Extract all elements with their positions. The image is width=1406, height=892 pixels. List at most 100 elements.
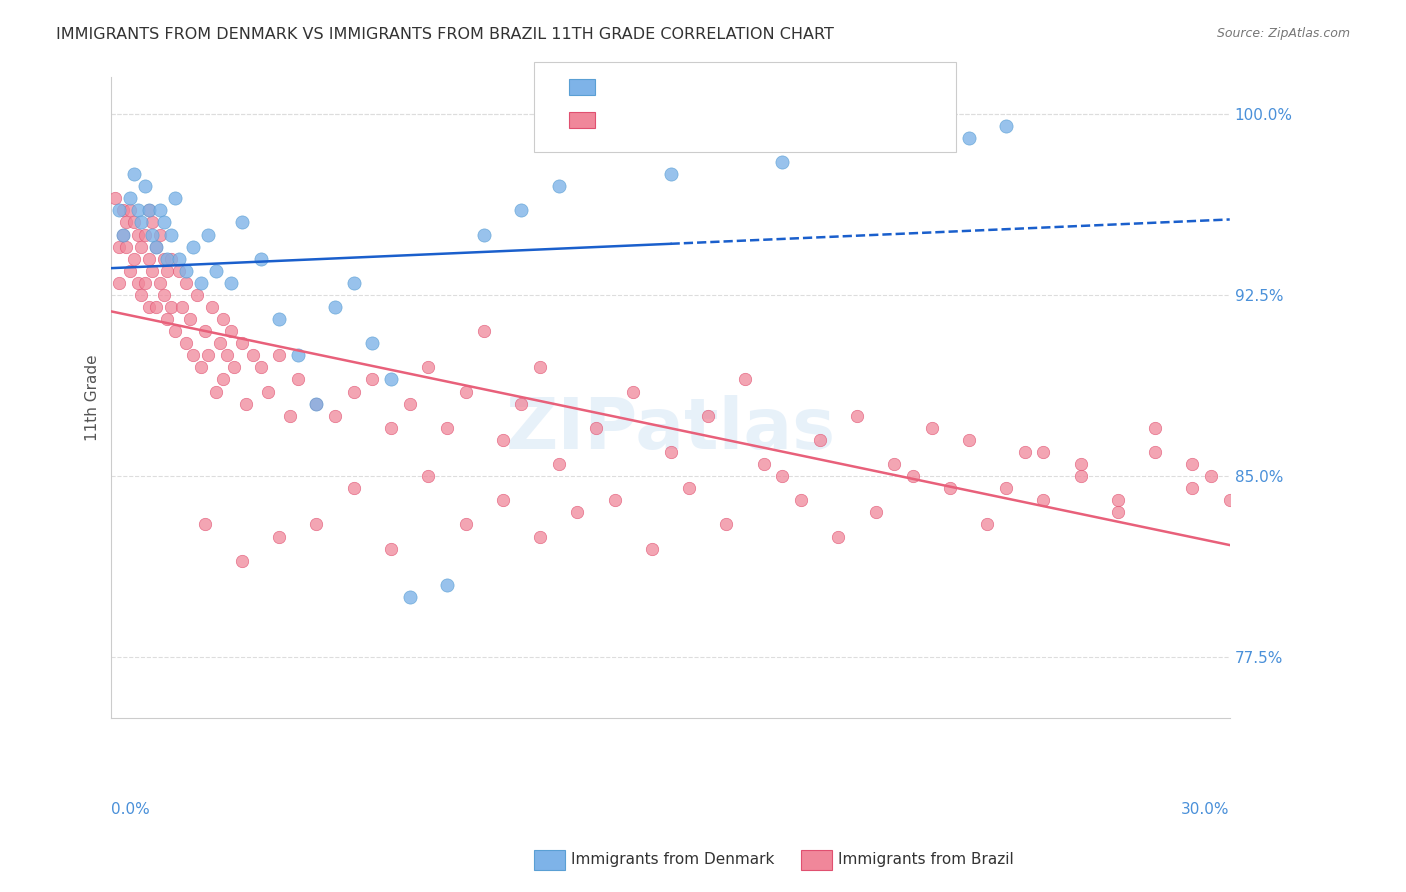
Point: [145, 239, 167, 253]
Point: [197, 227, 219, 242]
Point: [167, 252, 190, 266]
Text: Source: ZipAtlas.com: Source: ZipAtlas.com: [1216, 27, 1350, 40]
Point: [398, 590, 420, 604]
Point: [201, 300, 224, 314]
Point: [492, 493, 515, 508]
Point: [287, 372, 309, 386]
Point: [108, 276, 131, 290]
Point: [323, 300, 346, 314]
Point: [343, 481, 366, 495]
Point: [1070, 457, 1092, 471]
Point: [190, 360, 212, 375]
Point: [659, 445, 682, 459]
Point: [257, 384, 280, 399]
Point: [280, 409, 302, 423]
Point: [122, 167, 145, 181]
Point: [108, 239, 131, 253]
Point: [547, 179, 569, 194]
Point: [790, 493, 813, 508]
Point: [231, 554, 253, 568]
Point: [138, 300, 160, 314]
Point: [219, 324, 242, 338]
Point: [827, 530, 849, 544]
Point: [111, 227, 134, 242]
Point: [174, 276, 197, 290]
Point: [194, 517, 217, 532]
Point: [179, 312, 201, 326]
Point: [547, 457, 569, 471]
Point: [472, 227, 495, 242]
Point: [141, 264, 163, 278]
Point: [224, 360, 246, 375]
Y-axis label: 11th Grade: 11th Grade: [86, 354, 100, 441]
Point: [118, 191, 141, 205]
Point: [127, 227, 149, 242]
Point: [127, 203, 149, 218]
Text: R = -0.077   N = 120: R = -0.077 N = 120: [609, 112, 782, 129]
Point: [305, 397, 328, 411]
Point: [1219, 493, 1241, 508]
Point: [976, 517, 998, 532]
Point: [621, 384, 644, 399]
Point: [380, 421, 402, 435]
Point: [163, 324, 186, 338]
Point: [734, 372, 756, 386]
Point: [380, 541, 402, 556]
Point: [138, 252, 160, 266]
Point: [160, 252, 183, 266]
Point: [204, 384, 226, 399]
Point: [585, 421, 607, 435]
Point: [145, 300, 167, 314]
Point: [323, 409, 346, 423]
Point: [231, 215, 253, 229]
Point: [343, 276, 366, 290]
Point: [1032, 445, 1054, 459]
Point: [134, 179, 156, 194]
Point: [152, 215, 174, 229]
Point: [111, 203, 134, 218]
Point: [641, 541, 664, 556]
Point: [1070, 469, 1092, 483]
Point: [845, 409, 868, 423]
Point: [1144, 445, 1167, 459]
Point: [242, 348, 264, 362]
Point: [454, 384, 477, 399]
Point: [472, 324, 495, 338]
Point: [160, 227, 183, 242]
Point: [141, 215, 163, 229]
Point: [212, 372, 235, 386]
Point: [104, 191, 127, 205]
Point: [134, 227, 156, 242]
Point: [1107, 493, 1129, 508]
Point: [1181, 457, 1204, 471]
Point: [510, 397, 533, 411]
Point: [149, 203, 172, 218]
Point: [156, 312, 179, 326]
Point: [269, 530, 291, 544]
Point: [343, 384, 366, 399]
Point: [716, 517, 738, 532]
Point: [436, 578, 458, 592]
Point: [118, 264, 141, 278]
Point: [249, 360, 271, 375]
Point: [172, 300, 194, 314]
Text: R =   0.129   N =  40: R = 0.129 N = 40: [609, 78, 782, 96]
Point: [249, 252, 271, 266]
Point: [138, 203, 160, 218]
Point: [454, 517, 477, 532]
Text: Immigrants from Brazil: Immigrants from Brazil: [838, 853, 1014, 867]
Point: [134, 276, 156, 290]
Point: [152, 288, 174, 302]
Point: [603, 493, 626, 508]
Point: [215, 348, 238, 362]
Point: [995, 119, 1018, 133]
Point: [1199, 469, 1222, 483]
Point: [418, 469, 440, 483]
Point: [305, 517, 328, 532]
Point: [160, 300, 183, 314]
Point: [174, 264, 197, 278]
Point: [492, 433, 515, 447]
Point: [567, 505, 589, 519]
Point: [167, 264, 190, 278]
Point: [141, 227, 163, 242]
